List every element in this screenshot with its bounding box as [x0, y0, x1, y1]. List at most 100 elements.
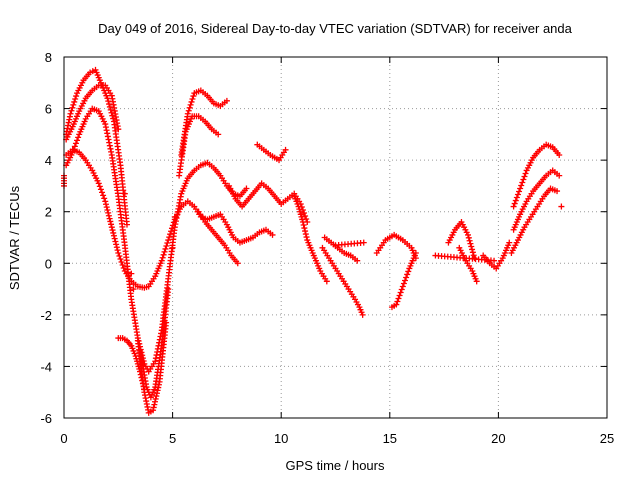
- data-point: [106, 103, 113, 110]
- data-point: [158, 257, 165, 264]
- data-point: [464, 231, 471, 238]
- data-point: [513, 194, 520, 201]
- data-point: [137, 343, 144, 350]
- data-point: [160, 251, 167, 258]
- data-point: [520, 176, 527, 183]
- data-point: [556, 172, 563, 179]
- series-isolated: [61, 172, 565, 264]
- data-point: [103, 127, 110, 134]
- series-arc-h: [254, 141, 289, 164]
- data-point: [394, 298, 401, 305]
- data-point: [168, 225, 175, 232]
- data-point: [155, 384, 162, 391]
- y-tick-label: -2: [40, 308, 52, 323]
- data-point: [108, 221, 115, 228]
- data-point: [521, 173, 528, 180]
- data-point: [323, 278, 330, 285]
- data-point: [100, 192, 107, 199]
- data-point: [399, 283, 406, 290]
- data-point: [67, 110, 74, 117]
- data-point: [156, 336, 163, 343]
- data-point: [518, 182, 525, 189]
- data-point: [152, 395, 159, 402]
- data-point: [153, 393, 160, 400]
- data-point: [130, 286, 137, 293]
- grid-lines: [64, 57, 607, 418]
- data-point: [514, 191, 521, 198]
- data-point: [68, 107, 75, 114]
- series-arc-e: [115, 335, 148, 393]
- data-point: [522, 170, 529, 177]
- data-point: [188, 98, 195, 105]
- data-point: [115, 249, 122, 256]
- data-point: [161, 248, 168, 255]
- y-tick-label: -4: [40, 359, 52, 374]
- data-point: [110, 229, 117, 236]
- x-tick-label: 25: [600, 431, 614, 446]
- data-point: [470, 252, 477, 259]
- data-point: [184, 110, 191, 117]
- data-point: [556, 151, 563, 158]
- data-point: [404, 271, 411, 278]
- data-point: [491, 257, 498, 264]
- data-point: [104, 130, 111, 137]
- data-point: [140, 357, 147, 364]
- data-point: [106, 142, 113, 149]
- data-point: [162, 245, 169, 252]
- data-point: [282, 146, 289, 153]
- data-point: [151, 401, 158, 408]
- data-point: [152, 398, 159, 405]
- data-point: [354, 257, 361, 264]
- data-point: [102, 121, 109, 128]
- data-point: [157, 333, 164, 340]
- data-point: [138, 349, 145, 356]
- data-point: [141, 386, 148, 393]
- data-point: [512, 197, 519, 204]
- data-point: [107, 218, 114, 225]
- data-point: [108, 109, 115, 116]
- data-point: [302, 213, 309, 220]
- data-point: [113, 241, 120, 248]
- y-tick-label: 0: [45, 256, 52, 271]
- data-point: [153, 352, 160, 359]
- data-point: [102, 124, 109, 131]
- data-point: [119, 262, 126, 269]
- data-point: [99, 189, 106, 196]
- data-point: [115, 126, 122, 133]
- data-point: [506, 239, 513, 246]
- y-tick-label: -6: [40, 411, 52, 426]
- series-arc-d: [63, 146, 276, 291]
- data-point: [190, 93, 197, 100]
- y-tick-label: 2: [45, 205, 52, 220]
- data-point: [558, 203, 565, 210]
- data-point: [105, 209, 112, 216]
- data-point: [109, 227, 116, 234]
- data-point: [108, 224, 115, 231]
- data-point: [223, 97, 230, 104]
- data-point: [102, 198, 109, 205]
- data-point: [123, 221, 130, 228]
- data-point: [519, 179, 526, 186]
- data-point: [269, 231, 276, 238]
- data-point: [465, 234, 472, 241]
- data-point: [118, 258, 125, 265]
- data-point: [96, 183, 103, 190]
- data-point: [234, 260, 241, 267]
- data-point: [169, 222, 176, 229]
- data-point: [71, 98, 78, 105]
- data-point: [156, 339, 163, 346]
- data-point: [74, 137, 81, 144]
- data-point: [117, 255, 124, 262]
- series-arc-g: [195, 208, 241, 267]
- data-point: [69, 104, 76, 111]
- data-point: [359, 311, 366, 318]
- data-point: [105, 212, 112, 219]
- data-point: [402, 277, 409, 284]
- data-point: [155, 381, 162, 388]
- data-point: [215, 131, 222, 138]
- data-point: [112, 238, 119, 245]
- data-point: [299, 219, 306, 226]
- data-point: [466, 237, 473, 244]
- data-point: [102, 201, 109, 208]
- data-point: [150, 404, 157, 411]
